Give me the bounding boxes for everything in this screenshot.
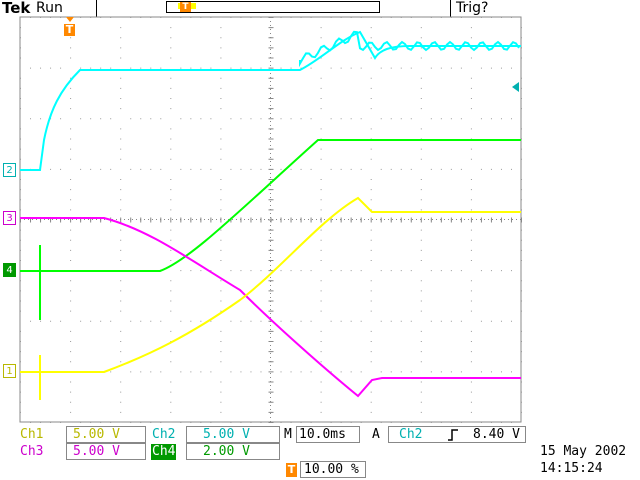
record-trigger-marker: T [180, 2, 191, 12]
date-stamp: 15 May 2002 [540, 444, 627, 459]
ch3-ground-marker[interactable]: 3 [3, 211, 16, 225]
trigger-source: Ch2 [399, 427, 423, 442]
waveform-traces [20, 30, 521, 400]
ch1-scale: 5.00 V [73, 427, 120, 442]
ch3-label: Ch3 [20, 444, 44, 459]
ch2-trace [20, 30, 521, 171]
ch4-ground-marker[interactable]: 4 [3, 263, 16, 277]
header-divider [96, 0, 97, 17]
ch3-scale: 5.00 V [73, 444, 120, 459]
ch2-label: Ch2 [152, 427, 176, 442]
graticule-grid [19, 16, 522, 423]
trigger-state: Trig? [456, 0, 489, 16]
ch1-label: Ch1 [20, 427, 44, 442]
timebase-box[interactable]: 10.0ms [296, 426, 360, 443]
ch2-ground-marker[interactable]: 2 [3, 163, 16, 177]
ch1-scale-box[interactable]: 5.00 V [66, 426, 146, 443]
record-length-bar [166, 1, 380, 13]
trigger-position-value: 10.00 % [304, 462, 359, 477]
ch1-ground-marker[interactable]: 1 [3, 364, 16, 378]
timebase-value: 10.0ms [299, 427, 346, 442]
trigger-position-icon: T [286, 463, 297, 477]
acquisition-status: Run [36, 0, 63, 16]
trigger-position-box[interactable]: 10.00 % [300, 461, 366, 478]
timebase-prefix: M [284, 427, 292, 442]
rising-edge-icon [448, 429, 458, 441]
brand-label: Tek [2, 0, 31, 17]
time-stamp: 14:15:24 [540, 461, 603, 476]
trigger-readout-box[interactable]: Ch2 8.40 V [388, 426, 526, 443]
ch4-label: Ch4 [151, 444, 177, 460]
trigger-level: 8.40 V [473, 427, 520, 442]
ch4-scale: 2.00 V [203, 444, 250, 459]
ch3-scale-box[interactable]: 5.00 V [66, 443, 146, 460]
trigger-position-marker[interactable]: T [64, 23, 75, 36]
acquisition-mode: A [372, 427, 380, 442]
ch4-trace [20, 139, 521, 272]
trigger-position-arrow [66, 17, 74, 22]
ch1-trace [20, 196, 521, 373]
ch2-scale: 5.00 V [203, 427, 250, 442]
ch4-scale-box[interactable]: 2.00 V [186, 443, 280, 460]
ch3-trace [20, 217, 521, 398]
ch2-scale-box[interactable]: 5.00 V [186, 426, 280, 443]
ch2-noise [299, 30, 520, 68]
header-divider [450, 0, 451, 17]
trigger-level-arrow[interactable] [512, 82, 519, 92]
